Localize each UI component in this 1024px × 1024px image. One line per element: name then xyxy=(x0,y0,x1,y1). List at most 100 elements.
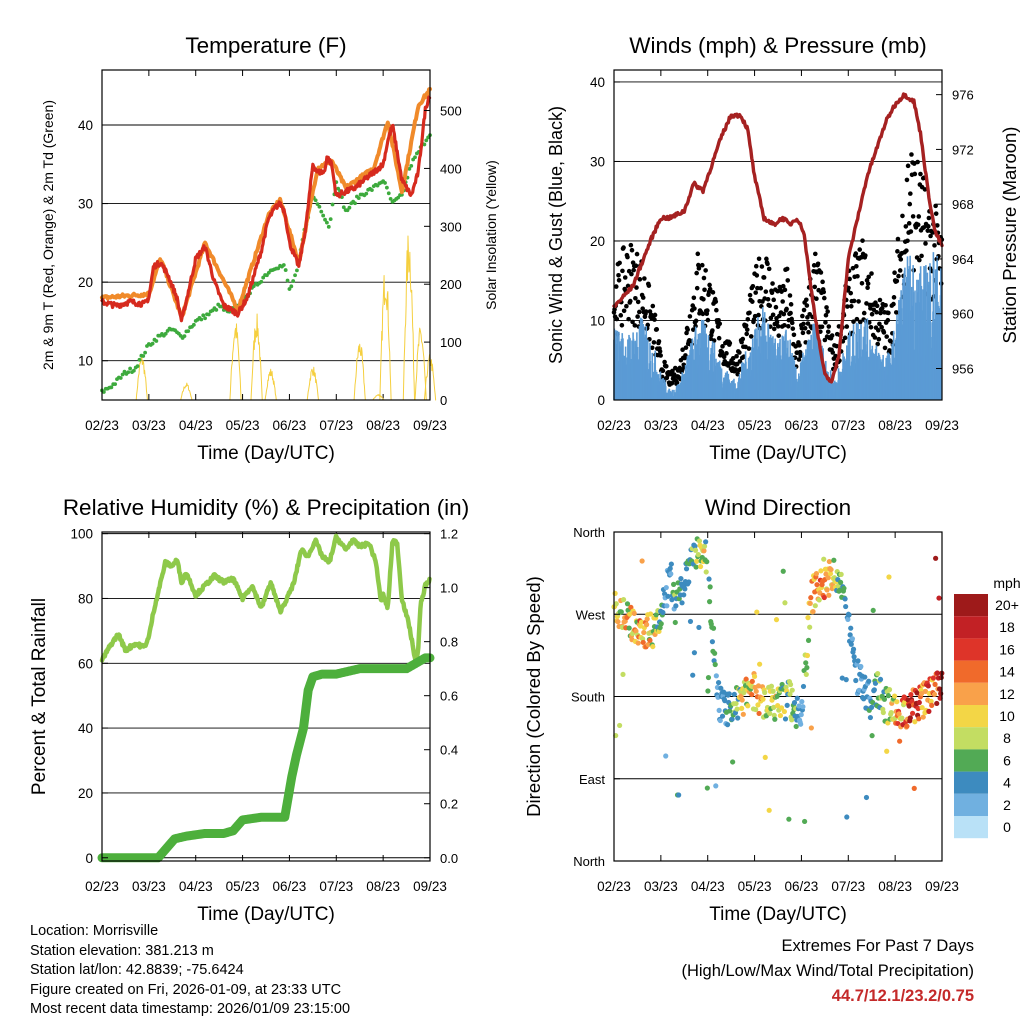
gust-point xyxy=(683,353,688,358)
gust-point xyxy=(693,318,699,324)
dewpoint-point xyxy=(291,279,296,283)
x-tick-label: 06/23 xyxy=(785,879,819,894)
gust-point xyxy=(819,324,825,330)
direction-point xyxy=(778,705,785,711)
gust-point xyxy=(907,201,913,207)
gust-point xyxy=(685,327,690,332)
gust-point xyxy=(691,295,697,301)
x-tick-label: 02/23 xyxy=(597,879,631,894)
gust-point xyxy=(619,322,625,328)
gust-point xyxy=(879,324,884,330)
direction-point xyxy=(850,646,857,652)
y2-tick-label: 1.0 xyxy=(440,581,458,596)
direction-point xyxy=(713,673,719,679)
direction-point xyxy=(884,748,890,754)
dewpoint-point xyxy=(319,209,324,214)
gust-point xyxy=(635,314,640,319)
direction-point xyxy=(813,571,820,577)
y-tick-label: North xyxy=(573,525,605,540)
direction-point xyxy=(934,670,940,676)
y-axis-label: Direction (Colored By Speed) xyxy=(523,576,544,817)
gust-point xyxy=(895,236,901,242)
solar-insolation-line xyxy=(372,394,385,401)
dewpoint-point xyxy=(191,322,196,327)
direction-point xyxy=(839,675,845,681)
extremes-subtitle: (High/Low/Max Wind/Total Precipitation) xyxy=(681,962,974,980)
direction-point xyxy=(695,552,701,558)
gust-point xyxy=(705,317,711,323)
gust-point xyxy=(869,311,875,317)
dewpoint-point xyxy=(281,263,286,267)
direction-point xyxy=(845,616,851,622)
gust-point xyxy=(775,324,781,329)
gust-point xyxy=(917,257,922,263)
colorbar-swatch xyxy=(954,638,988,661)
plot-frame xyxy=(101,531,431,862)
gust-point xyxy=(695,251,701,257)
gust-point xyxy=(811,263,817,268)
gust-point xyxy=(618,313,624,318)
gust-point xyxy=(869,271,874,276)
dewpoint-point xyxy=(199,317,204,322)
gust-point xyxy=(925,228,931,233)
gust-point xyxy=(781,311,787,317)
location-text: Location: Morrisville xyxy=(30,923,159,939)
gust-point xyxy=(694,285,700,291)
gust-point xyxy=(632,323,638,328)
direction-point xyxy=(897,738,903,744)
direction-point xyxy=(826,558,832,565)
direction-point xyxy=(756,710,762,717)
direction-point xyxy=(858,663,864,670)
direction-point xyxy=(828,566,834,573)
dewpoint-point xyxy=(388,196,393,201)
direction-point xyxy=(706,599,713,605)
gust-point xyxy=(908,191,913,196)
dewpoint-point xyxy=(323,217,327,222)
gust-point xyxy=(863,253,868,258)
gust-point xyxy=(805,321,811,326)
gust-point xyxy=(701,275,707,281)
direction-point xyxy=(693,564,699,570)
direction-point xyxy=(838,571,844,577)
gust-point xyxy=(680,347,685,353)
gust-point xyxy=(721,354,727,360)
dewpoint-point xyxy=(422,142,427,147)
gust-point xyxy=(766,266,772,272)
direction-point xyxy=(676,792,682,798)
elevation-text: Station elevation: 381.213 m xyxy=(30,942,214,959)
direction-point xyxy=(777,712,784,719)
dewpoint-point xyxy=(285,278,290,283)
direction-point xyxy=(872,680,879,686)
direction-point xyxy=(904,723,910,729)
extremes-box: Extremes For Past 7 Days (High/Low/Max W… xyxy=(681,934,974,1009)
solar-insolation-line xyxy=(180,382,193,401)
direction-point xyxy=(706,576,712,582)
y2-tick-label: 0.4 xyxy=(440,743,458,758)
y2-tick-label: 964 xyxy=(952,252,974,267)
gust-point xyxy=(707,286,713,292)
colorbar-label: 2 xyxy=(1003,797,1011,813)
gust-point xyxy=(716,318,721,323)
gust-point xyxy=(786,323,791,329)
gust-point xyxy=(761,275,767,280)
gust-point xyxy=(640,295,646,300)
y-tick-label: 20 xyxy=(78,275,93,290)
y-tick-label: South xyxy=(571,690,605,705)
y-tick-label: 40 xyxy=(78,721,93,736)
gust-point xyxy=(851,298,857,304)
direction-point xyxy=(915,705,921,712)
y2-tick-label: 500 xyxy=(440,104,462,119)
direction-point xyxy=(745,703,751,709)
gust-point xyxy=(861,310,867,316)
direction-point xyxy=(704,559,710,565)
direction-point xyxy=(712,650,718,656)
direction-point xyxy=(701,548,707,554)
direction-point xyxy=(771,712,777,718)
gust-point xyxy=(912,171,918,177)
x-tick-label: 07/23 xyxy=(831,879,865,894)
gust-point xyxy=(631,267,636,273)
y-tick-label: 0 xyxy=(85,851,93,866)
dewpoint-point xyxy=(341,205,346,210)
direction-point xyxy=(716,707,722,713)
gust-point xyxy=(714,307,719,313)
